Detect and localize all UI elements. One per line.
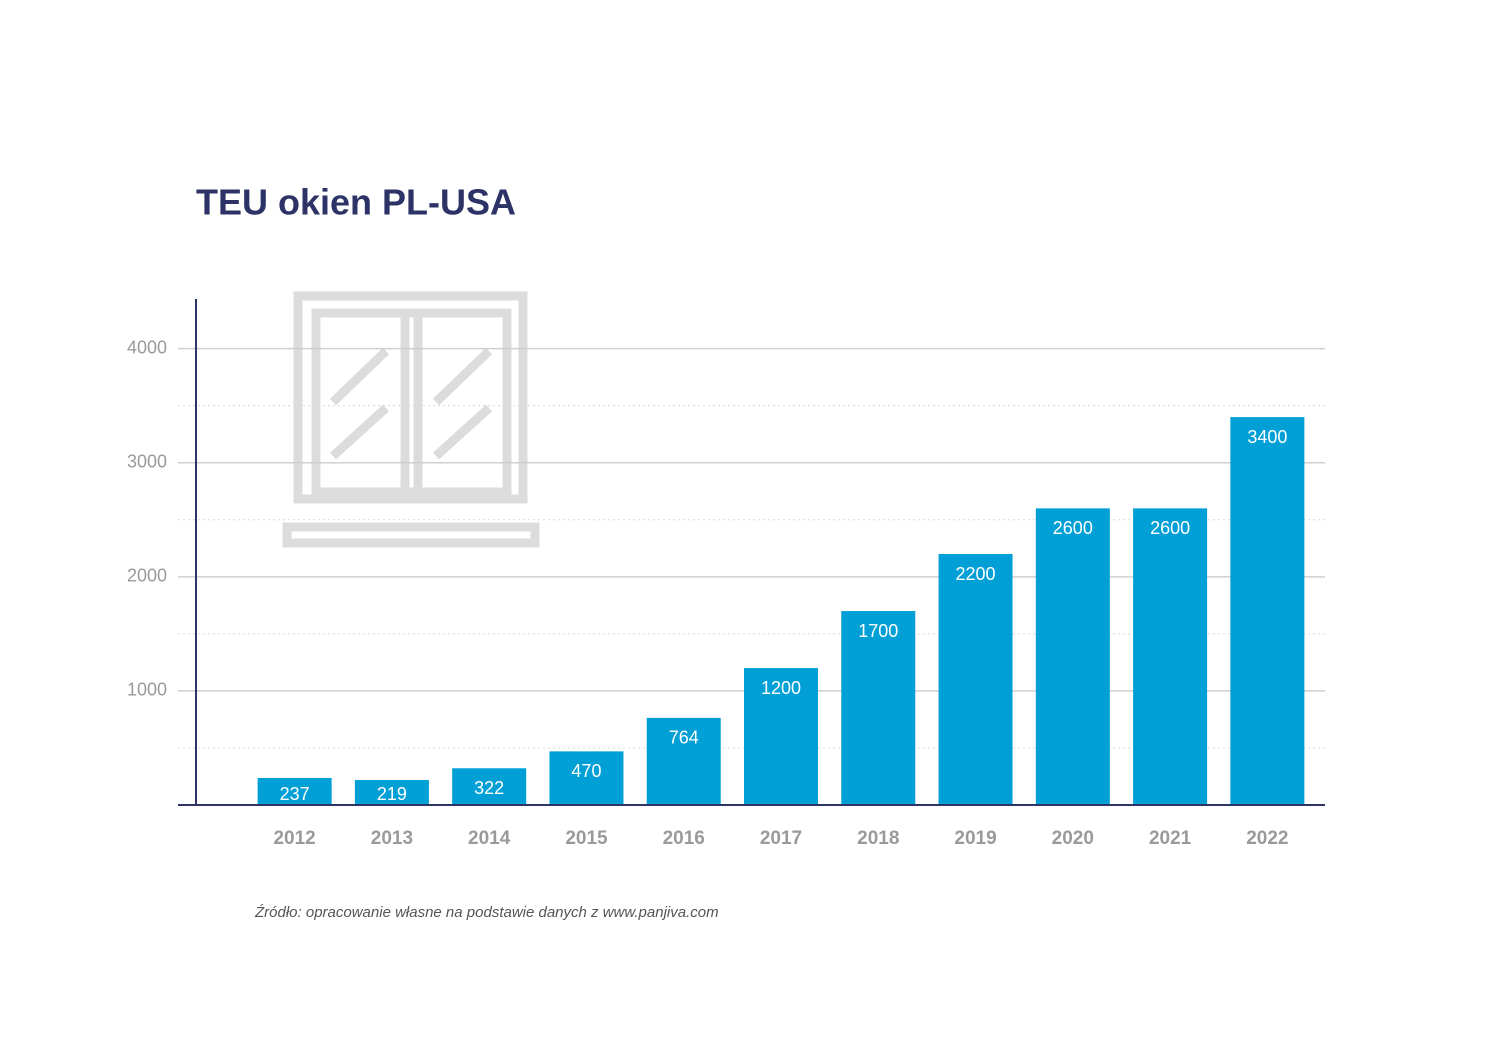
chart-title: TEU okien PL-USA: [196, 182, 516, 223]
x-tick-label: 2016: [663, 828, 705, 849]
x-tick-label: 2015: [565, 828, 608, 849]
value-label: 2200: [956, 564, 996, 584]
bar: [646, 717, 721, 805]
bar: [1230, 417, 1305, 805]
bar: [1035, 508, 1110, 805]
y-tick-label: 3000: [127, 451, 167, 471]
x-tick-label: 2013: [371, 828, 413, 849]
value-label: 322: [474, 778, 504, 798]
bar: [744, 668, 818, 805]
bar: [1133, 508, 1208, 805]
value-label: 470: [571, 761, 601, 781]
bar: [841, 611, 916, 805]
bar: [452, 768, 527, 805]
value-label: 2600: [1053, 518, 1093, 538]
value-label: 764: [669, 728, 699, 748]
bar: [354, 780, 429, 805]
bar: [257, 777, 332, 805]
value-label: 3400: [1247, 427, 1287, 447]
value-label: 2600: [1150, 518, 1190, 538]
value-label: 1700: [858, 621, 898, 641]
bar: [549, 751, 624, 805]
x-tick-label: 2017: [760, 828, 802, 849]
x-tick-label: 2012: [273, 828, 315, 849]
value-label: 219: [377, 784, 407, 804]
y-tick-label: 1000: [127, 680, 167, 700]
window-icon: [282, 291, 540, 548]
x-tick-label: 2021: [1149, 828, 1192, 849]
x-tick-label: 2019: [954, 828, 996, 849]
value-label: 237: [280, 784, 310, 804]
value-label: 1200: [761, 678, 801, 698]
y-tick-label: 4000: [127, 337, 167, 357]
x-tick-label: 2020: [1052, 828, 1094, 849]
bar: [938, 554, 1013, 805]
x-tick-label: 2022: [1246, 828, 1288, 849]
x-tick-label: 2018: [857, 828, 899, 849]
y-tick-label: 2000: [127, 566, 167, 586]
source-note: Źródło: opracowanie własne na podstawie …: [254, 904, 719, 921]
x-tick-label: 2014: [468, 828, 511, 849]
